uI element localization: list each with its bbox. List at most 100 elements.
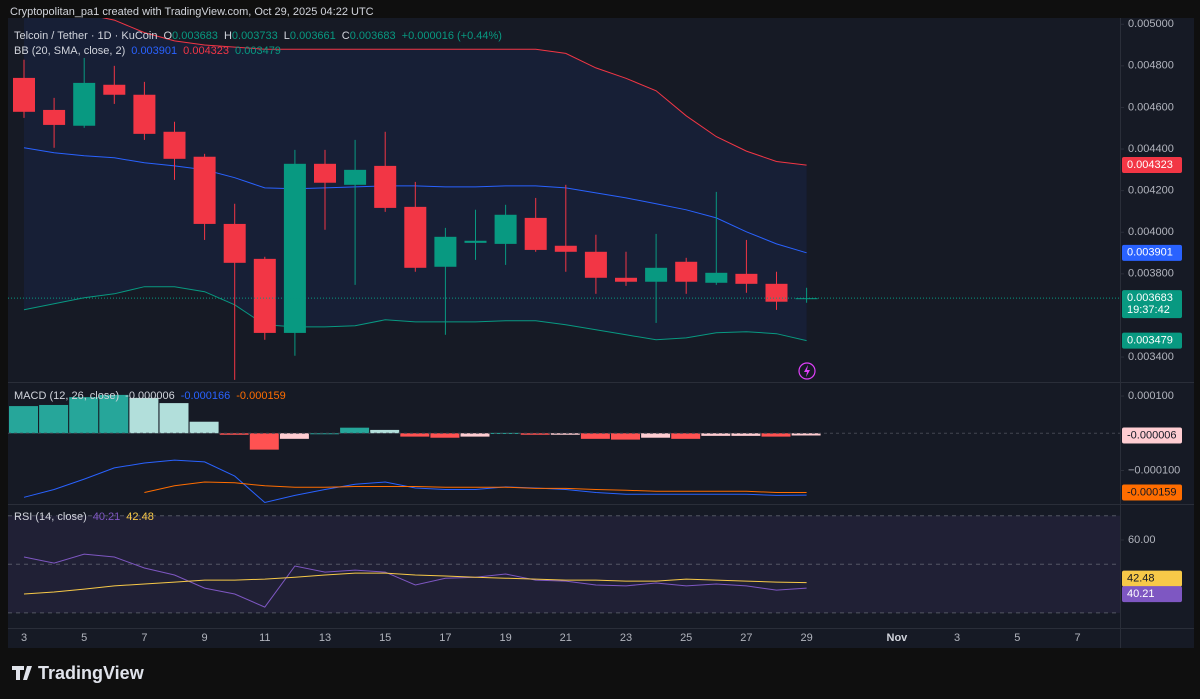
- legend-item: 0.004323: [183, 45, 229, 57]
- histogram-bar: [520, 433, 550, 435]
- candle-body: [615, 277, 637, 282]
- x-tick-label: 27: [740, 632, 752, 644]
- y-tick-label: 0.004400: [1128, 143, 1174, 155]
- symbol-title: Telcoin / Tether · 1D · KuCoin: [14, 30, 157, 42]
- histogram-bar: [761, 433, 791, 437]
- y-tick-label: 0.004600: [1128, 101, 1174, 113]
- candle-body: [374, 165, 397, 208]
- price-tag-label: 40.21: [1127, 588, 1155, 600]
- candle-body: [103, 84, 126, 95]
- histogram-bar: [219, 433, 249, 435]
- candle-body: [163, 131, 186, 159]
- candle-body: [524, 217, 547, 250]
- price-tag: [1122, 157, 1182, 174]
- candle-body: [43, 109, 66, 125]
- histogram-bar: [701, 433, 731, 436]
- x-tick-label: 9: [202, 632, 208, 644]
- candle-body: [494, 214, 517, 244]
- series-line: [101, 18, 807, 166]
- y-tick-label: 0.003800: [1128, 268, 1174, 280]
- candle-body: [404, 206, 427, 268]
- alert-icon-bolt: [804, 365, 810, 377]
- y-tick-label: 0.004000: [1128, 226, 1174, 238]
- histogram-bar: [430, 433, 460, 438]
- candle-body: [464, 240, 487, 243]
- ohlc-label: O: [163, 30, 172, 42]
- x-tick-label: 3: [21, 632, 27, 644]
- x-tick-label: 5: [1014, 632, 1020, 644]
- histogram-bar: [310, 433, 339, 435]
- y-tick-label: 0.003400: [1128, 351, 1174, 363]
- price-tag-label: 42.48: [1127, 572, 1155, 584]
- legend: Telcoin / Tether · 1D · KuCoin O 0.003683 H…: [14, 30, 502, 42]
- ohlc-value: 0.003661: [290, 30, 336, 42]
- ohlc-label: C: [342, 30, 350, 42]
- price-tag: [1122, 570, 1182, 587]
- legend-item: RSI (14, close): [14, 511, 87, 523]
- ohlc-label: L: [284, 30, 290, 42]
- legend: BB (20, SMA, close, 2) 0.003901 0.004323 0.…: [14, 45, 281, 57]
- candle-body: [434, 236, 457, 267]
- histogram-bar: [69, 397, 99, 434]
- histogram-bar: [580, 433, 610, 439]
- legend-item: MACD (12, 26, close): [14, 390, 119, 402]
- price-tag: [1122, 290, 1182, 319]
- histogram-bar: [279, 433, 309, 439]
- candle-body: [283, 163, 306, 333]
- series-line: [144, 481, 807, 493]
- candle-body: [735, 273, 758, 284]
- price-tag: [1122, 586, 1182, 603]
- candle-body: [705, 272, 728, 283]
- countdown-label: 19:37:42: [1127, 304, 1170, 316]
- histogram-bar: [400, 433, 430, 437]
- series-line: [23, 553, 807, 608]
- legend-item: -0.000159: [236, 390, 286, 402]
- legend: RSI (14, close) 40.21 42.48: [14, 511, 154, 523]
- price-tag: [1122, 332, 1182, 349]
- histogram-bar: [611, 433, 640, 440]
- pane: [8, 515, 1120, 614]
- legend-item: 40.21: [93, 511, 121, 523]
- price-tag-label: -0.000006: [1127, 429, 1177, 441]
- legend-item: -0.000006: [125, 390, 175, 402]
- candle-body: [314, 163, 336, 183]
- histogram-bar: [159, 403, 189, 434]
- x-tick-label: Nov: [887, 632, 909, 644]
- y-tick-label: 60.00: [1128, 534, 1156, 546]
- candle-body: [675, 261, 698, 282]
- candle-body: [554, 245, 577, 252]
- histogram-bar: [791, 433, 821, 436]
- price-tag: [1122, 484, 1182, 501]
- histogram-bar: [249, 433, 279, 450]
- x-tick-label: 19: [499, 632, 511, 644]
- y-tick-label: 0.000100: [1128, 390, 1174, 402]
- histogram-bar: [39, 404, 69, 434]
- x-tick-label: 7: [1074, 632, 1080, 644]
- pane: [9, 394, 821, 504]
- histogram-bar: [129, 397, 159, 434]
- histogram-bar: [731, 433, 761, 436]
- price-tag-label: 0.003479: [1127, 335, 1173, 347]
- price-tag-label: -0.000159: [1127, 486, 1177, 498]
- ohlc-value: 0.003733: [232, 30, 278, 42]
- legend-item: BB (20, SMA, close, 2): [14, 45, 125, 57]
- ohlc-label: H: [224, 30, 232, 42]
- candle-body: [645, 267, 668, 282]
- price-tag-label: 0.003901: [1127, 247, 1173, 259]
- candle-body: [133, 94, 156, 134]
- price-tag: [1122, 427, 1182, 444]
- ohlc-value: 0.003683: [350, 30, 396, 42]
- pane: [13, 18, 818, 380]
- histogram-bar: [671, 433, 701, 439]
- x-tick-label: 5: [81, 632, 87, 644]
- candle-body: [13, 77, 35, 112]
- x-tick-label: 15: [379, 632, 391, 644]
- histogram-bar: [340, 427, 370, 434]
- legend-item: 0.003901: [131, 45, 177, 57]
- logo-icon: [12, 666, 32, 680]
- histogram-bar: [550, 433, 580, 435]
- histogram-bar: [641, 433, 671, 438]
- x-tick-label: 25: [680, 632, 692, 644]
